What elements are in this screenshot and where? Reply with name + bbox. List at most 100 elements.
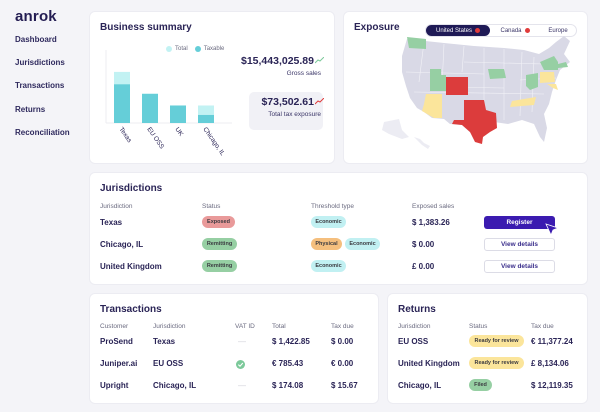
- map-state-texas: [452, 100, 497, 144]
- alert-badge: [524, 28, 530, 33]
- map-state-new-york: [540, 56, 558, 70]
- map-state-washington: [407, 37, 426, 49]
- status-badge: Filed: [469, 379, 492, 391]
- mouse-cursor-icon: [545, 223, 559, 236]
- tab-europe[interactable]: Europe: [540, 25, 576, 36]
- tab-canada[interactable]: Canada: [492, 25, 538, 36]
- column-header-customer: Customer: [100, 323, 129, 330]
- status-badge: Ready for review: [469, 357, 524, 369]
- return-jurisdiction[interactable]: Chicago, IL: [398, 381, 442, 390]
- legend-taxable-swatch: [194, 46, 201, 52]
- chart-legend: Total Taxable: [166, 46, 224, 52]
- transaction-total: $ 1,422.85: [272, 337, 310, 346]
- map-state-iowa: [488, 69, 506, 79]
- status-badge: Remitting: [202, 260, 237, 272]
- sidebar: anrok Dashboard Jurisdictions Transactio…: [0, 0, 86, 412]
- bar-taxable-eu-oss[interactable]: [142, 93, 158, 123]
- view-details-button[interactable]: View details: [484, 260, 555, 273]
- jurisdiction-name[interactable]: Texas: [100, 218, 123, 227]
- view-details-button[interactable]: View details: [484, 238, 555, 251]
- transaction-total: € 785.43: [272, 359, 304, 368]
- tab-canada-label: Canada: [500, 27, 522, 34]
- tab-united-states[interactable]: United States: [426, 25, 490, 36]
- tab-europe-label: Europe: [548, 27, 568, 34]
- map-state-utah: [430, 69, 446, 91]
- legend-total-swatch: [166, 46, 172, 52]
- us-exposure-map[interactable]: [344, 12, 589, 165]
- bar-taxable-chicago-il[interactable]: [198, 114, 214, 123]
- status-badge: Exposed: [202, 216, 235, 228]
- sidebar-item-dashboard[interactable]: Dashboard: [15, 35, 57, 44]
- sidebar-item-jurisdictions[interactable]: Jurisdictions: [15, 58, 65, 67]
- business-summary-card: Business summary Total Taxable Texas EU O…: [89, 11, 335, 164]
- transactions-title: Transactions: [100, 304, 162, 315]
- alert-badge: [475, 28, 481, 33]
- transaction-tax-due: $ 0.00: [331, 337, 354, 346]
- column-header-exposed-sales: Exposed sales: [412, 203, 455, 210]
- trend-up-red-icon: [315, 98, 324, 105]
- map-state-maryland: [547, 84, 558, 90]
- transaction-tax-due: $ 15.67: [331, 381, 358, 390]
- customer-name[interactable]: Juniper.ai: [100, 359, 138, 368]
- customer-name[interactable]: ProSend: [100, 337, 133, 346]
- jurisdiction-name[interactable]: Chicago, IL: [100, 240, 144, 249]
- jurisdictions-card: Jurisdictions Jurisdiction Status Thresh…: [89, 172, 588, 285]
- check-circle-icon: [236, 360, 245, 369]
- column-header-vat-id: VAT ID: [235, 323, 255, 330]
- threshold-badge: Physical: [311, 238, 342, 250]
- transactions-card: Transactions Customer Jurisdiction VAT I…: [89, 293, 379, 404]
- bar-taxable-uk[interactable]: [170, 105, 186, 123]
- return-tax-due: £ 8,134.06: [531, 359, 569, 368]
- threshold-badge: Economic: [311, 216, 346, 228]
- return-jurisdiction[interactable]: EU OSS: [398, 337, 429, 346]
- status-badge: Remitting: [202, 238, 237, 250]
- x-tick-label: Chicago, IL: [201, 126, 226, 157]
- column-header-status: Status: [469, 323, 488, 330]
- return-tax-due: € 11,377.24: [531, 337, 573, 346]
- vat-id-empty: —: [238, 381, 246, 390]
- map-state-massachusetts: [558, 62, 568, 68]
- column-header-jurisdiction: Jurisdiction: [153, 323, 186, 330]
- map-state-alaska: [382, 119, 409, 139]
- return-jurisdiction[interactable]: United Kingdom: [398, 359, 460, 368]
- return-tax-due: $ 12,119.35: [531, 381, 573, 390]
- region-tabs: United States Canada Europe: [425, 24, 577, 37]
- bar-chart: Texas EU OSS UK Chicago, IL: [105, 50, 232, 157]
- exposure-card: Exposure United States Canada Europe: [343, 11, 588, 164]
- register-button[interactable]: Register: [484, 216, 555, 229]
- transaction-total: $ 174.08: [272, 381, 304, 390]
- transaction-jurisdiction: Texas: [153, 337, 176, 346]
- column-header-total: Total: [272, 323, 286, 330]
- exposed-sales-value: £ 0.00: [412, 262, 435, 271]
- tax-exposure-label: Total tax exposure: [268, 111, 321, 118]
- x-tick-label: Texas: [117, 126, 133, 145]
- exposed-sales-value: $ 1,383.26: [412, 218, 450, 227]
- column-header-status: Status: [202, 203, 221, 210]
- tax-exposure-value: $73,502.61: [261, 96, 314, 108]
- trend-up-icon: [315, 57, 324, 64]
- anrok-logo[interactable]: anrok: [15, 8, 57, 25]
- map-us-mainland: [402, 36, 570, 142]
- sidebar-item-returns[interactable]: Returns: [15, 105, 46, 114]
- map-state-colorado: [446, 77, 468, 95]
- exposure-title: Exposure: [354, 22, 400, 33]
- column-header-jurisdiction: Jurisdiction: [100, 203, 133, 210]
- gross-sales-value: $15,443,025.89: [241, 55, 314, 67]
- returns-card: Returns Jurisdiction Status Tax due EU O…: [387, 293, 588, 404]
- jurisdictions-title: Jurisdictions: [100, 183, 163, 194]
- exposed-sales-value: $ 0.00: [412, 240, 435, 249]
- sidebar-item-reconciliation[interactable]: Reconciliation: [15, 128, 70, 137]
- map-state-hawaii: [414, 137, 430, 149]
- vat-id-empty: —: [238, 337, 246, 346]
- threshold-badge: Economic: [345, 238, 380, 250]
- legend-taxable-label: Taxable: [203, 46, 225, 52]
- business-summary-title: Business summary: [100, 22, 192, 33]
- returns-title: Returns: [398, 304, 436, 315]
- bar-taxable-texas[interactable]: [114, 84, 130, 123]
- sidebar-item-transactions[interactable]: Transactions: [15, 81, 65, 90]
- jurisdiction-name[interactable]: United Kingdom: [100, 262, 162, 271]
- tab-united-states-label: United States: [435, 27, 473, 34]
- x-tick-label: UK: [173, 126, 184, 138]
- column-header-threshold-type: Threshold type: [311, 203, 354, 210]
- customer-name[interactable]: Upright: [100, 381, 129, 390]
